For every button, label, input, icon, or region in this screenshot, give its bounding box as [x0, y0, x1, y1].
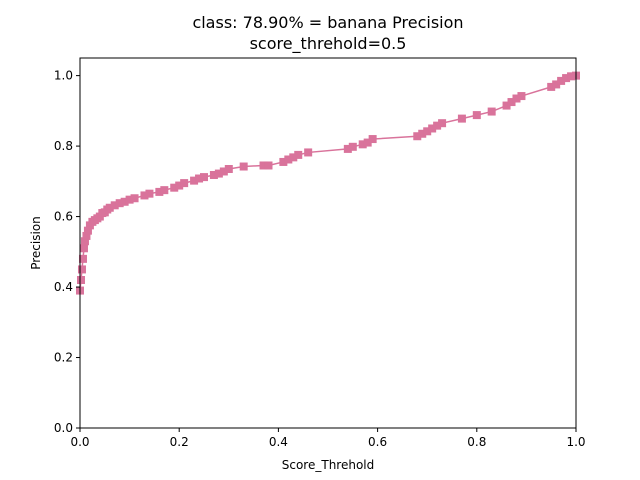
data-point: [517, 92, 526, 101]
data-point: [507, 98, 516, 107]
data-point: [457, 114, 466, 123]
data-point: [145, 189, 154, 198]
data-point: [343, 144, 352, 153]
data-point: [155, 187, 164, 196]
data-point: [115, 199, 124, 208]
data-point: [180, 179, 189, 188]
data-point: [239, 162, 248, 171]
data-point: [512, 94, 521, 103]
x-tick-label: 0.4: [269, 435, 288, 449]
data-point: [105, 203, 114, 212]
data-point: [160, 186, 169, 195]
data-point: [200, 173, 208, 182]
data-point: [487, 107, 496, 116]
y-tick-label: 0.6: [54, 210, 73, 224]
data-point: [294, 150, 303, 159]
data-point: [438, 119, 447, 128]
data-point: [175, 181, 184, 190]
chart-title-line-1: class: 78.90% = banana Precision: [192, 13, 463, 32]
y-axis-label: Precision: [29, 216, 43, 270]
data-point: [120, 197, 129, 206]
data-point: [304, 148, 313, 157]
data-point: [125, 195, 134, 204]
data-point: [80, 237, 89, 246]
x-tick-label: 0.0: [70, 435, 89, 449]
plot-frame: [79, 57, 577, 429]
data-point: [279, 157, 288, 166]
x-tick-label: 0.8: [467, 435, 486, 449]
data-point: [214, 169, 223, 178]
data-point: [363, 138, 372, 147]
data-point: [472, 111, 481, 120]
data-point: [547, 82, 556, 91]
data-point: [130, 194, 139, 203]
data-point: [289, 153, 298, 162]
data-point: [209, 170, 218, 179]
y-tick-label: 0.0: [54, 421, 73, 435]
data-point: [423, 127, 432, 136]
data-point: [76, 276, 85, 284]
data-point: [170, 183, 179, 192]
data-point: [77, 265, 86, 274]
axis-ticks: 0.0 0.2 0.4 0.6 0.8 1.0 0.0 0.2 0.4 0.6 0.8 1.0: [54, 69, 586, 449]
data-point: [418, 129, 427, 138]
data-point: [82, 231, 91, 240]
x-tick-label: 0.2: [170, 435, 189, 449]
data-point: [195, 174, 204, 183]
data-point: [433, 121, 442, 130]
plot-area: [76, 71, 580, 295]
data-point: [78, 254, 87, 263]
data-point: [428, 124, 437, 133]
data-point: [83, 226, 92, 235]
data-point: [562, 74, 571, 83]
data-point: [110, 201, 119, 210]
data-point: [264, 161, 273, 170]
x-tick-label: 1.0: [566, 435, 585, 449]
data-point: [190, 176, 199, 185]
series-line: [79, 74, 577, 291]
y-tick-label: 0.2: [54, 351, 73, 365]
data-point: [79, 244, 88, 253]
y-tick-label: 0.4: [54, 280, 73, 294]
y-tick-label: 0.8: [54, 139, 73, 153]
data-point: [224, 165, 233, 173]
x-tick-label: 0.6: [368, 435, 387, 449]
data-point: [259, 161, 268, 170]
data-point: [552, 80, 561, 89]
data-point: [219, 167, 228, 176]
data-point: [284, 155, 293, 164]
data-point: [413, 132, 422, 141]
chart-title-line-2: score_threhold=0.5: [250, 34, 407, 54]
data-point: [368, 135, 377, 144]
y-tick-label: 1.0: [54, 69, 73, 83]
data-point: [140, 191, 149, 200]
x-axis-label: Score_Threhold: [282, 458, 375, 472]
data-point: [557, 76, 566, 85]
data-point: [348, 142, 357, 151]
data-point: [502, 101, 511, 110]
data-point: [358, 140, 367, 149]
data-point: [567, 72, 576, 81]
